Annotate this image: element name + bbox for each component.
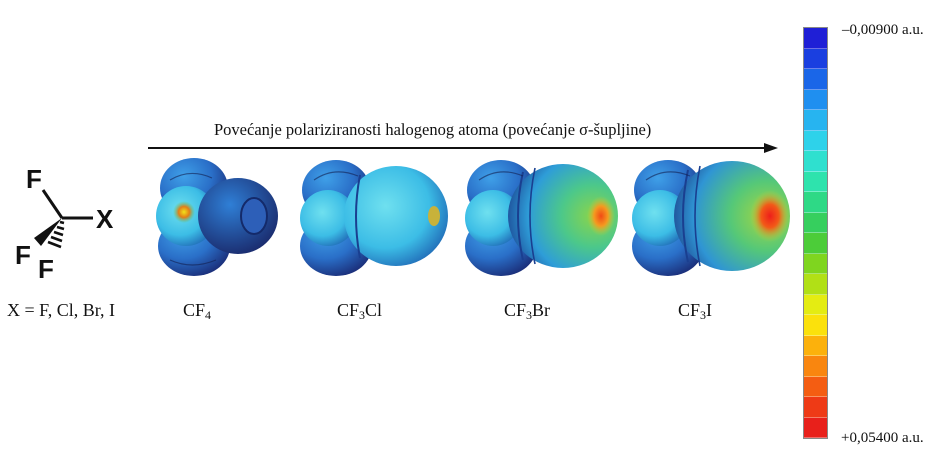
formula-halogen: I — [706, 300, 713, 320]
color-scale-segment — [804, 417, 827, 438]
color-scale-segment — [804, 151, 827, 172]
esp-surface-cf3cl — [300, 160, 448, 276]
color-scale-segment — [804, 376, 827, 397]
color-scale-segment — [804, 69, 827, 90]
color-scale-segment — [804, 171, 827, 192]
formula-subscript: 3 — [359, 308, 366, 322]
formula-subscript: 3 — [700, 308, 707, 322]
molecule-label-cf3cl: CF3Cl — [337, 300, 382, 323]
molecule-label-cf4: CF4 — [183, 300, 211, 323]
color-scale-segment — [804, 130, 827, 151]
color-scale-segment — [804, 28, 827, 49]
scale-max-label: +0,05400 a.u. — [841, 430, 924, 446]
trend-arrow — [148, 143, 778, 153]
color-scale-segment — [804, 48, 827, 69]
color-scale-segment — [804, 89, 827, 110]
esp-surface-cf3i — [632, 160, 790, 276]
color-scale-segment — [804, 212, 827, 233]
formula-halogen: Cl — [365, 300, 383, 320]
atom-f-bottom: F — [38, 254, 54, 284]
scale-min-label: –0,00900 a.u. — [842, 22, 924, 38]
color-scale-segment — [804, 356, 827, 377]
color-scale-segment — [804, 315, 827, 336]
cf3x-structure: F X F F — [10, 160, 145, 290]
color-scale-segment — [804, 397, 827, 418]
esp-surface-cf4 — [156, 158, 278, 276]
esp-surface-cf3br — [465, 160, 618, 276]
formula-subscript: 3 — [526, 308, 533, 322]
formula-main: CF — [504, 300, 527, 320]
molecule-label-cf3i: CF3I — [678, 300, 712, 323]
color-scale-segment — [804, 110, 827, 131]
color-scale-segment — [804, 253, 827, 274]
color-scale-segment — [804, 294, 827, 315]
halogen-definition: X = F, Cl, Br, I — [7, 300, 115, 320]
color-scale-segment — [804, 335, 827, 356]
esp-color-scale — [803, 27, 828, 439]
color-scale-segment — [804, 192, 827, 213]
color-scale-segment — [804, 233, 827, 254]
atom-x: X — [96, 204, 114, 234]
formula-main: CF — [183, 300, 206, 320]
trend-arrow-label: Povećanje polariziranosti halogenog atom… — [214, 120, 652, 139]
atom-f-left: F — [15, 240, 31, 270]
atom-f-top: F — [26, 164, 42, 194]
color-scale-segment — [804, 274, 827, 295]
formula-main: CF — [678, 300, 701, 320]
formula-main: CF — [337, 300, 360, 320]
formula-halogen: Br — [532, 300, 551, 320]
formula-subscript: 4 — [205, 308, 212, 322]
molecule-label-cf3br: CF3Br — [504, 300, 550, 323]
bond-lines — [34, 189, 93, 249]
